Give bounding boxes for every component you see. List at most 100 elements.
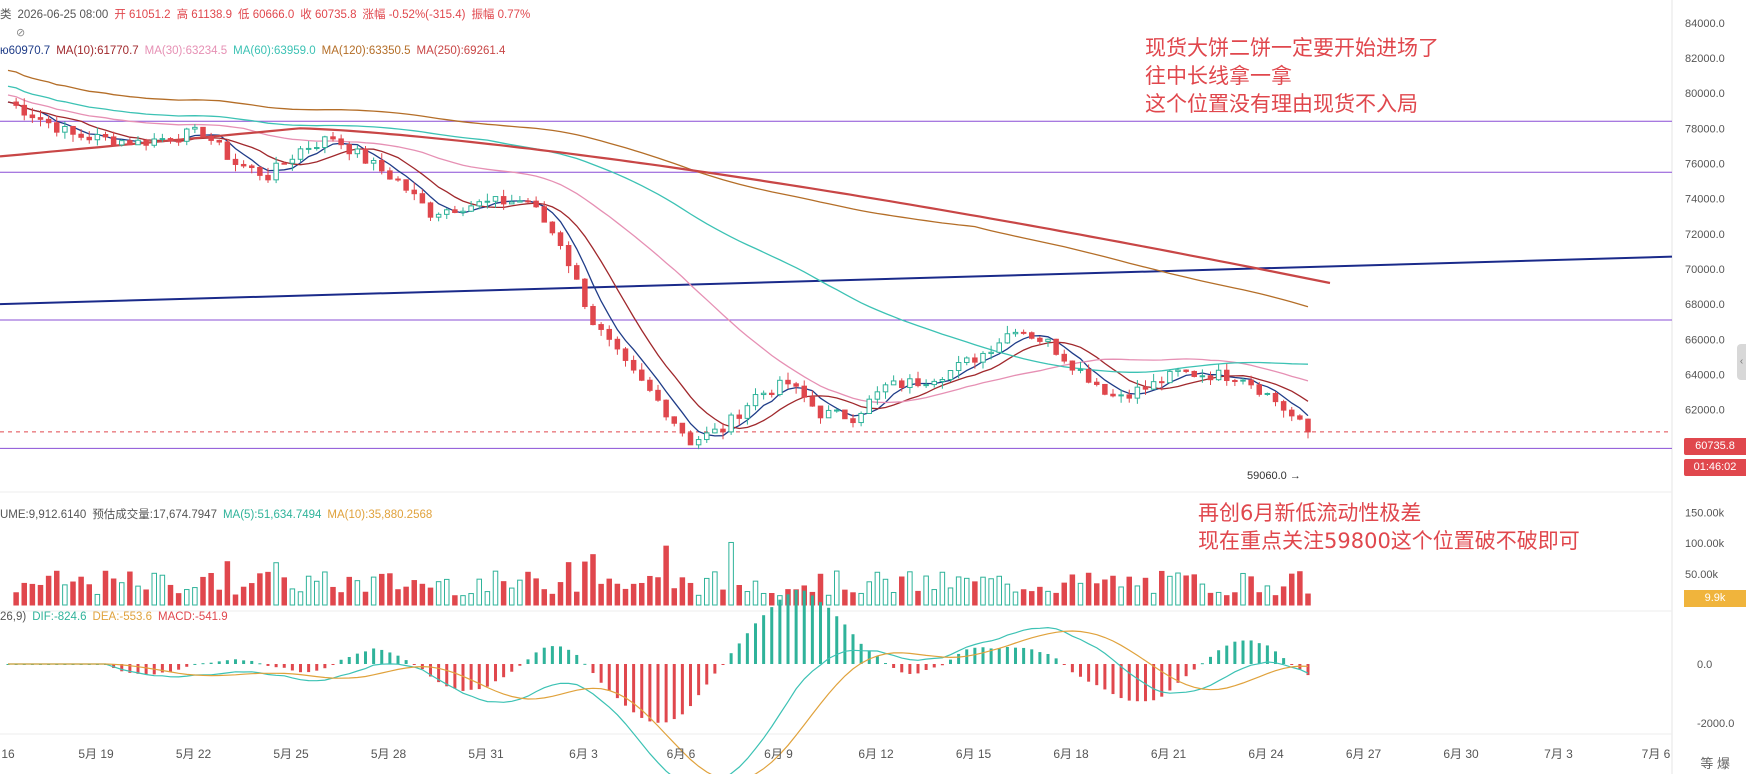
volume-bar bbox=[679, 577, 686, 606]
macd-bar bbox=[542, 647, 546, 664]
price-tick-label: 80000.0 bbox=[1685, 88, 1725, 100]
header-icons: ⊘ bbox=[0, 26, 25, 39]
macd-bar bbox=[583, 663, 587, 665]
candle-body bbox=[403, 179, 409, 191]
volume-bar bbox=[1110, 575, 1116, 606]
macd-bar bbox=[1225, 645, 1229, 664]
macd-bar bbox=[957, 653, 961, 664]
candle-body bbox=[785, 379, 791, 385]
volume-ma5: MA(5):51,634.7494 bbox=[222, 509, 322, 521]
candle-body bbox=[964, 357, 970, 364]
candle-body bbox=[224, 141, 231, 160]
volume-bar bbox=[395, 589, 401, 606]
candle-body bbox=[1061, 353, 1067, 362]
volume-bar bbox=[62, 584, 68, 606]
candle-body bbox=[752, 394, 759, 407]
candle-body bbox=[476, 201, 482, 207]
candle-body bbox=[305, 147, 312, 150]
candle-body bbox=[1020, 331, 1027, 334]
macd-bar bbox=[1070, 664, 1074, 673]
volume-bar bbox=[175, 593, 182, 606]
candle-body bbox=[1142, 386, 1149, 390]
candle-body bbox=[712, 428, 718, 434]
volume-bar bbox=[517, 579, 523, 606]
volume-bar bbox=[1264, 585, 1271, 606]
macd-bar bbox=[1282, 658, 1286, 664]
volume-bar bbox=[330, 586, 336, 606]
candle-body bbox=[102, 134, 109, 138]
candle-body bbox=[200, 126, 206, 137]
volume-bar bbox=[842, 589, 848, 606]
macd-bar bbox=[1290, 664, 1294, 665]
candle-body bbox=[565, 245, 572, 267]
candle-body bbox=[1256, 384, 1262, 395]
macd-bar bbox=[997, 648, 1001, 664]
macd-bar bbox=[940, 664, 944, 666]
candle-body bbox=[1199, 375, 1206, 378]
volume-bar bbox=[1167, 575, 1173, 606]
date-tick-label: 7月 3 bbox=[1544, 747, 1573, 761]
volume-bar bbox=[1256, 592, 1262, 606]
volume-bar bbox=[1004, 583, 1011, 606]
trend-line bbox=[0, 255, 1673, 306]
moving-average-lines bbox=[0, 69, 1331, 437]
date-tick-label: 6月 24 bbox=[1248, 747, 1284, 761]
candle-body bbox=[825, 409, 832, 419]
axis-tick-labels: 84000.0 82000.0 80000.0 78000.0 76000.0 74000… bbox=[1, 18, 1734, 761]
countdown-tag: 01:46:02 bbox=[1684, 459, 1746, 476]
price-tick-label: 84000.0 bbox=[1685, 18, 1725, 30]
candle-body bbox=[1183, 369, 1189, 372]
candle-body bbox=[1240, 379, 1246, 382]
volume-bar bbox=[1289, 573, 1295, 606]
candle-body bbox=[1126, 394, 1132, 399]
macd-legend: 26,9) DIF:-824.6 DEA:-553.6 MACD:-541.9 bbox=[0, 611, 234, 623]
candle-body bbox=[151, 138, 157, 146]
collapse-panel-button[interactable]: ‹ bbox=[1737, 344, 1746, 380]
macd-bar bbox=[640, 664, 644, 718]
macd-bar bbox=[680, 664, 684, 715]
macd-bar bbox=[388, 652, 392, 664]
candle-body bbox=[704, 432, 710, 441]
volume-bar bbox=[744, 591, 751, 606]
macd-bar bbox=[672, 664, 676, 720]
candle-body bbox=[996, 342, 1002, 353]
volume-ma10: MA(10):35,880.2568 bbox=[327, 509, 433, 521]
candle-body bbox=[842, 409, 848, 420]
volume-bar bbox=[484, 591, 491, 606]
candle-body bbox=[899, 380, 905, 388]
candle-body bbox=[817, 405, 824, 419]
volume-bar bbox=[94, 593, 101, 606]
corner-label: 等 爆 bbox=[1700, 756, 1730, 771]
macd-bar bbox=[258, 663, 262, 665]
volume-bar bbox=[760, 592, 767, 606]
macd-bar bbox=[1265, 645, 1269, 664]
candle-body bbox=[54, 122, 60, 133]
volume-bar bbox=[159, 574, 166, 606]
volume-bar bbox=[1020, 589, 1027, 606]
volume-bar bbox=[354, 580, 361, 606]
volume-bar bbox=[1207, 592, 1214, 606]
volume-bar bbox=[955, 576, 962, 606]
macd-bar bbox=[323, 664, 327, 669]
volume-bar bbox=[1102, 579, 1108, 606]
macd-bar bbox=[380, 649, 384, 664]
candle-body bbox=[582, 278, 588, 307]
candle-body bbox=[1150, 381, 1157, 390]
macd-bar bbox=[1233, 641, 1237, 664]
date-tick-label: 6月 9 bbox=[764, 747, 793, 761]
volume-bar bbox=[476, 578, 482, 606]
macd-dea: DEA:-553.6 bbox=[92, 611, 152, 623]
volume-bar bbox=[752, 580, 759, 606]
volume-bar bbox=[582, 561, 588, 606]
volume-bar bbox=[1094, 583, 1100, 606]
ohlc-header: 类 2026-06-25 08:00 开 61051.2 高 61138.9 低 606… bbox=[0, 6, 536, 22]
macd-bar bbox=[778, 599, 782, 664]
macd-bar bbox=[697, 664, 701, 696]
eye-off-icon[interactable]: ⊘ bbox=[16, 27, 26, 39]
macd-bar bbox=[177, 664, 181, 670]
candle-body bbox=[679, 422, 686, 434]
volume-bar bbox=[224, 561, 231, 606]
candle-body bbox=[622, 348, 629, 361]
macd-bar bbox=[859, 643, 863, 664]
